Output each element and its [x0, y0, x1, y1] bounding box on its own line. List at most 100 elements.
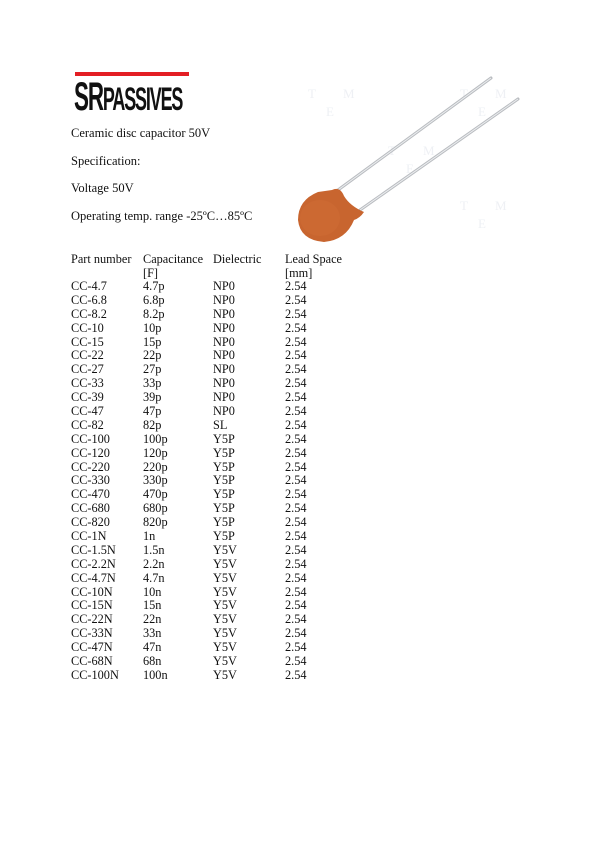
- cell-capacitance: 100p: [143, 431, 168, 446]
- cell-capacitance: 100n: [143, 667, 168, 682]
- logo-text: SRPASSIVES: [74, 75, 183, 121]
- cell-dielectric: Y5P: [213, 473, 235, 488]
- cell-part-number: CC-4.7N: [71, 570, 116, 585]
- cell-dielectric: Y5V: [213, 654, 237, 669]
- cell-dielectric: Y5V: [213, 640, 237, 655]
- cell-capacitance: 33n: [143, 626, 162, 641]
- cell-part-number: CC-330: [71, 473, 110, 488]
- cell-dielectric: Y5V: [213, 612, 237, 627]
- cell-lead-space: 2.54: [285, 501, 307, 516]
- svg-text:E: E: [406, 161, 414, 176]
- cell-part-number: CC-47N: [71, 640, 113, 655]
- cell-dielectric: NP0: [213, 362, 235, 377]
- cell-lead-space: 2.54: [285, 515, 307, 530]
- cell-lead-space: 2.54: [285, 570, 307, 585]
- cell-dielectric: Y5V: [213, 570, 237, 585]
- cell-part-number: CC-33: [71, 376, 104, 391]
- cell-dielectric: NP0: [213, 306, 235, 321]
- cell-capacitance: 82p: [143, 417, 162, 432]
- cell-dielectric: Y5V: [213, 667, 237, 682]
- cell-lead-space: 2.54: [285, 598, 307, 613]
- cell-part-number: CC-10N: [71, 584, 113, 599]
- cell-dielectric: Y5P: [213, 445, 235, 460]
- cell-part-number: CC-8.2: [71, 306, 107, 321]
- cell-part-number: CC-10: [71, 320, 104, 335]
- cell-part-number: CC-39: [71, 390, 104, 405]
- cell-capacitance: 4.7n: [143, 570, 165, 585]
- cell-lead-space: 2.54: [285, 667, 307, 682]
- cell-dielectric: NP0: [213, 320, 235, 335]
- cell-part-number: CC-470: [71, 487, 110, 502]
- cell-lead-space: 2.54: [285, 473, 307, 488]
- cell-lead-space: 2.54: [285, 376, 307, 391]
- voltage-spec: Voltage 50V: [71, 181, 134, 195]
- cell-dielectric: SL: [213, 417, 228, 432]
- cell-capacitance: 220p: [143, 459, 168, 474]
- cell-lead-space: 2.54: [285, 348, 307, 363]
- cell-lead-space: 2.54: [285, 584, 307, 599]
- svg-text:T: T: [460, 198, 468, 213]
- cell-lead-space: 2.54: [285, 362, 307, 377]
- cell-part-number: CC-100N: [71, 667, 119, 682]
- header-lead-space-unit: [mm]: [285, 266, 313, 280]
- cell-dielectric: Y5P: [213, 459, 235, 474]
- cell-part-number: CC-33N: [71, 626, 113, 641]
- srpassives-logo: SRPASSIVES: [74, 71, 190, 119]
- cell-part-number: CC-100: [71, 431, 110, 446]
- cell-capacitance: 47p: [143, 404, 162, 419]
- cell-dielectric: NP0: [213, 404, 235, 419]
- cell-capacitance: 4.7p: [143, 279, 165, 293]
- cell-dielectric: NP0: [213, 390, 235, 405]
- specification-label: Specification:: [71, 154, 141, 168]
- cell-part-number: CC-47: [71, 404, 104, 419]
- logo-text-passives: PASSIVES: [102, 81, 183, 117]
- cell-dielectric: Y5V: [213, 542, 237, 557]
- cell-lead-space: 2.54: [285, 529, 307, 544]
- cell-dielectric: NP0: [213, 292, 235, 307]
- cell-part-number: CC-220: [71, 459, 110, 474]
- cell-capacitance: 47n: [143, 640, 162, 655]
- cell-lead-space: 2.54: [285, 542, 307, 557]
- cell-part-number: CC-2.2N: [71, 556, 116, 571]
- cell-capacitance: 33p: [143, 376, 162, 391]
- cell-capacitance: 22n: [143, 612, 162, 627]
- cell-lead-space: 2.54: [285, 306, 307, 321]
- cell-lead-space: 2.54: [285, 459, 307, 474]
- logo-red-bar: [75, 72, 189, 76]
- cell-capacitance: 15p: [143, 334, 162, 349]
- cell-capacitance: 120p: [143, 445, 168, 460]
- svg-text:E: E: [478, 104, 486, 119]
- cell-capacitance: 2.2n: [143, 556, 165, 571]
- cell-capacitance: 27p: [143, 362, 162, 377]
- cell-part-number: CC-15: [71, 334, 104, 349]
- cell-capacitance: 10n: [143, 584, 162, 599]
- cell-dielectric: Y5P: [213, 431, 235, 446]
- cell-capacitance: 6.8p: [143, 292, 165, 307]
- cell-capacitance: 820p: [143, 515, 168, 530]
- cell-part-number: CC-820: [71, 515, 110, 530]
- cell-lead-space: 2.54: [285, 640, 307, 655]
- cell-lead-space: 2.54: [285, 279, 307, 293]
- cell-part-number: CC-1N: [71, 529, 107, 544]
- cell-part-number: CC-680: [71, 501, 110, 516]
- capacitor-photo: TME TME TME TME: [298, 76, 520, 242]
- cell-dielectric: NP0: [213, 348, 235, 363]
- cell-lead-space: 2.54: [285, 417, 307, 432]
- cell-capacitance: 680p: [143, 501, 168, 516]
- svg-text:M: M: [423, 143, 435, 158]
- header-capacitance: Capacitance: [143, 252, 204, 266]
- cell-part-number: CC-6.8: [71, 292, 107, 307]
- svg-text:E: E: [478, 216, 486, 231]
- cell-capacitance: 1.5n: [143, 542, 165, 557]
- cell-lead-space: 2.54: [285, 292, 307, 307]
- cell-lead-space: 2.54: [285, 445, 307, 460]
- cell-capacitance: 8.2p: [143, 306, 165, 321]
- cell-dielectric: Y5V: [213, 626, 237, 641]
- cell-part-number: CC-27: [71, 362, 104, 377]
- cell-dielectric: Y5P: [213, 501, 235, 516]
- logo-text-sr: SR: [74, 75, 104, 119]
- cell-dielectric: Y5P: [213, 487, 235, 502]
- cell-lead-space: 2.54: [285, 334, 307, 349]
- cell-lead-space: 2.54: [285, 320, 307, 335]
- svg-text:M: M: [495, 198, 507, 213]
